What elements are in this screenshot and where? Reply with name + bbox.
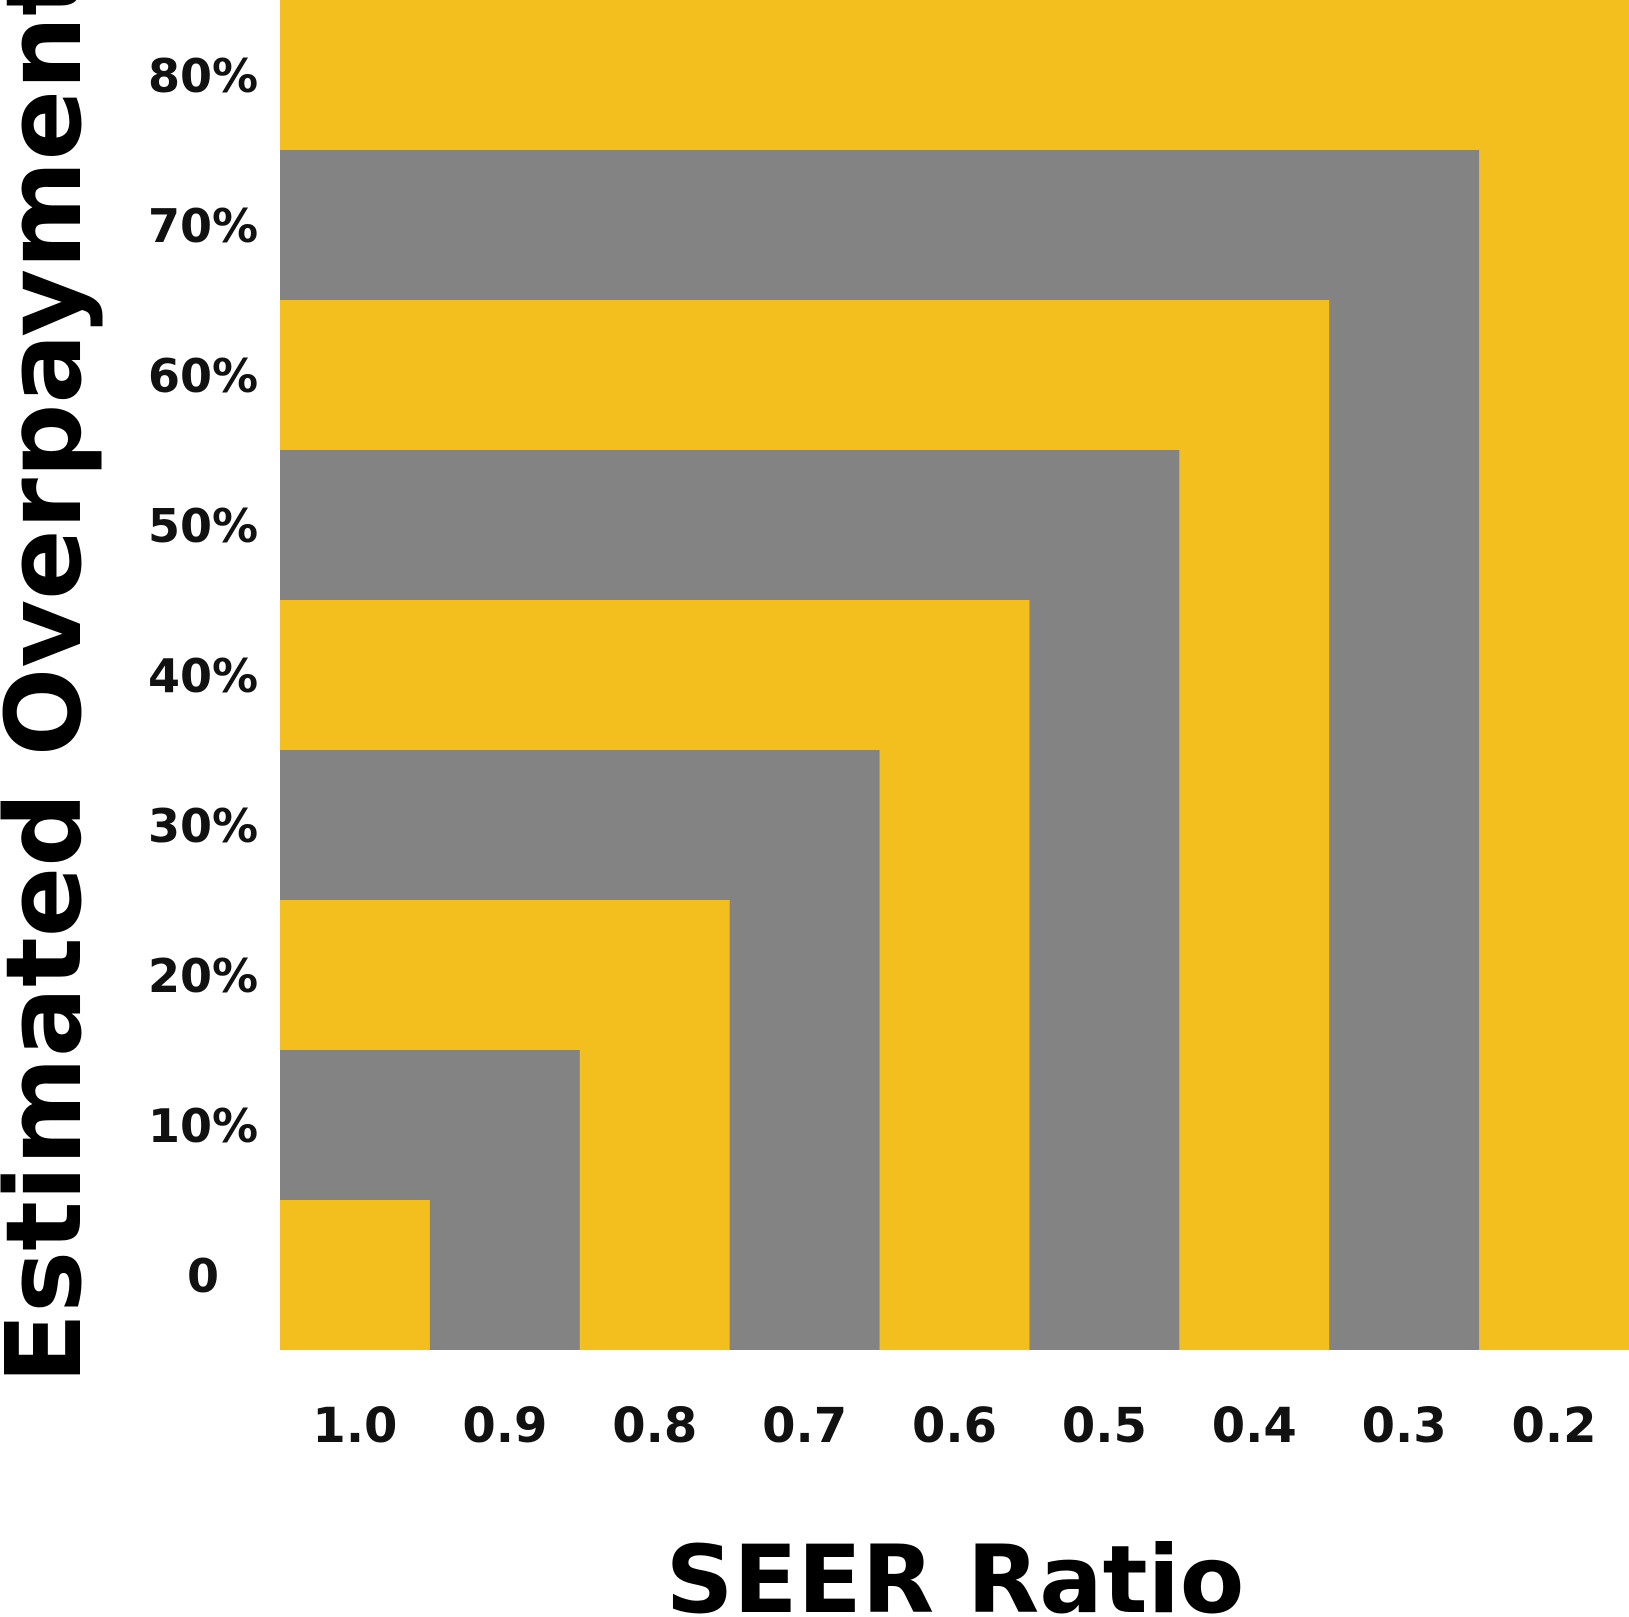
y-axis-title: Estimated Overpayment (0, 0, 105, 1384)
x-tick-label: 0.2 (1512, 1398, 1597, 1454)
chart-bands (280, 0, 1629, 1350)
y-tick-label: 80% (148, 49, 258, 103)
y-tick-label: 40% (148, 649, 258, 703)
x-tick-label: 1.0 (312, 1398, 397, 1454)
band-1 (280, 1200, 430, 1350)
y-tick-label: 20% (148, 949, 258, 1003)
y-tick-labels: 0 10% 20% 30% 40% 50% 60% 70% 80% (148, 49, 258, 1303)
y-tick-label: 10% (148, 1099, 258, 1153)
x-axis-title: SEER Ratio (666, 1526, 1245, 1617)
y-tick-label: 30% (148, 799, 258, 853)
y-tick-label: 50% (148, 499, 258, 553)
x-tick-label: 0.8 (612, 1398, 697, 1454)
x-tick-label: 0.6 (912, 1398, 997, 1454)
x-tick-label: 0.7 (762, 1398, 847, 1454)
y-tick-label: 0 (187, 1249, 219, 1303)
y-tick-label: 70% (148, 199, 258, 253)
x-tick-label: 0.9 (462, 1398, 547, 1454)
x-tick-label: 0.3 (1362, 1398, 1447, 1454)
y-tick-label: 60% (148, 349, 258, 403)
x-tick-labels: 1.0 0.9 0.8 0.7 0.6 0.5 0.4 0.3 0.2 (312, 1398, 1596, 1454)
x-tick-label: 0.4 (1212, 1398, 1297, 1454)
x-tick-label: 0.5 (1062, 1398, 1147, 1454)
